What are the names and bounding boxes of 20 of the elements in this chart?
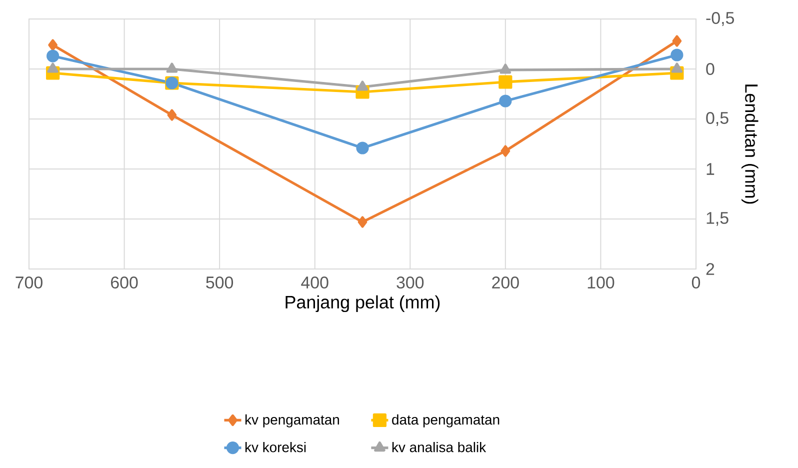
y-tick-label: -0,5 [706, 12, 734, 26]
x-tick-label: 200 [492, 276, 519, 289]
y-tick-label: 0,5 [706, 112, 728, 126]
y-tick-label: 1 [706, 163, 714, 175]
y-tick-label: 0 [706, 62, 714, 75]
x-tick-label: 0 [692, 276, 700, 289]
x-tick-label: 100 [588, 276, 614, 289]
legend-label: kv analisa balik [392, 442, 486, 452]
x-tick-label: 300 [396, 276, 424, 289]
x-tick-label: 600 [111, 276, 138, 289]
y-tick-label: 2 [706, 263, 714, 275]
x-tick-label: 700 [16, 276, 42, 289]
legend-label: kv pengamatan [245, 414, 339, 428]
legend-label: data pengamatan [392, 414, 500, 428]
y-tick-label: 1,5 [706, 212, 728, 226]
y-axis-title: Lendutan (mm) [742, 84, 758, 204]
x-tick-label: 400 [301, 276, 328, 289]
x-tick-label: 500 [206, 276, 234, 289]
legend-label: kv koreksi [245, 442, 306, 452]
x-axis-title: Panjang pelat (mm) [286, 295, 440, 312]
